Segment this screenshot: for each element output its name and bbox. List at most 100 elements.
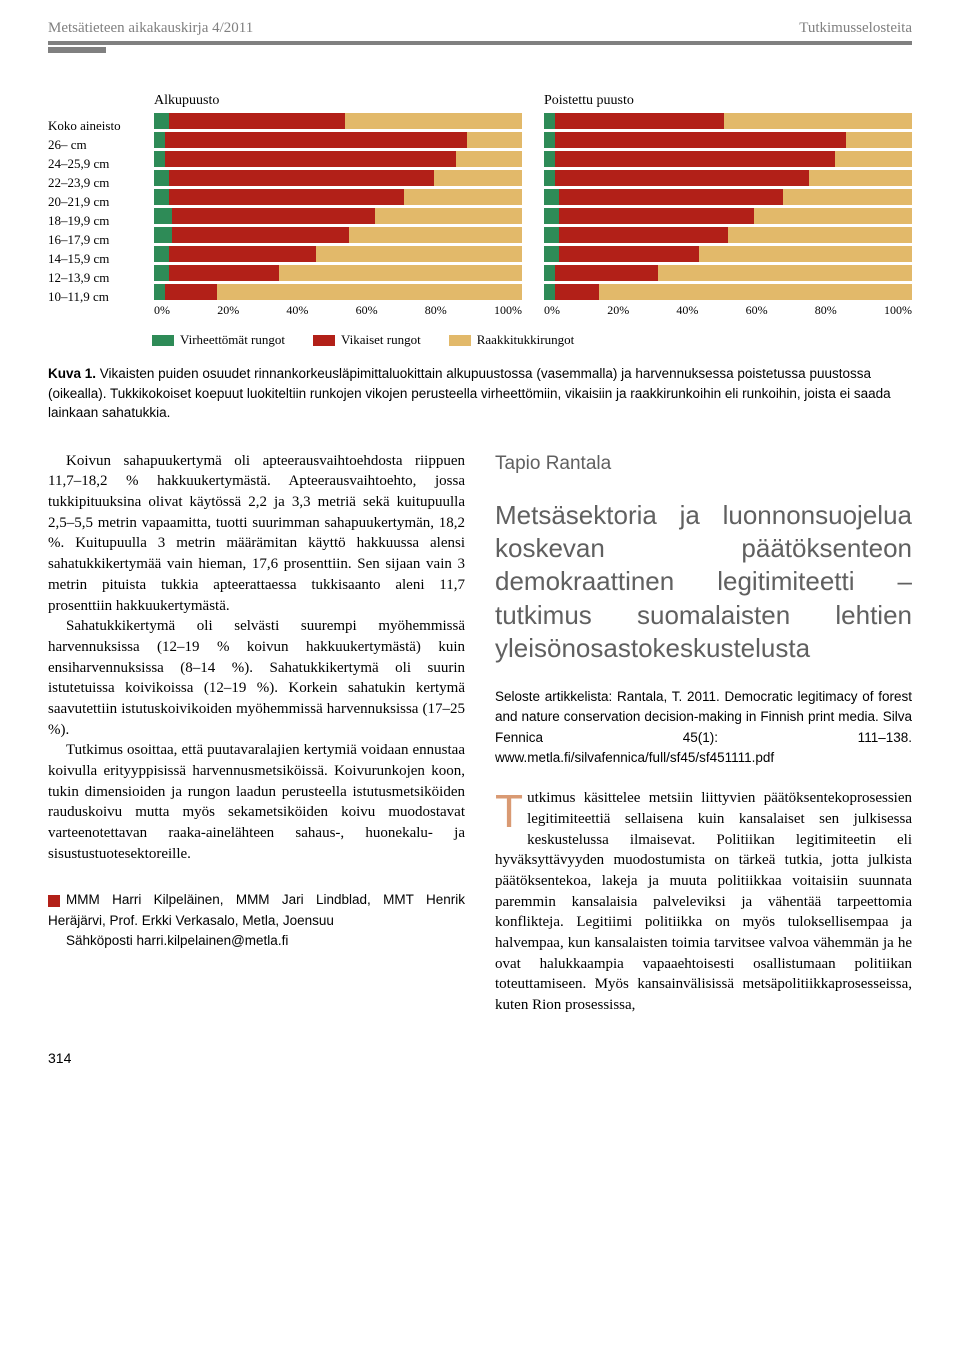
bar-segment: [165, 151, 456, 167]
page-number: 314: [48, 1050, 912, 1066]
authors-line: MMM Harri Kilpeläinen, MMM Jari Lindblad…: [48, 892, 465, 927]
bar-row: [544, 227, 912, 243]
article-title: Metsäsektoria ja luonnonsuojelua koskeva…: [495, 499, 912, 665]
chart-right: Poistettu puusto 0%20%40%60%80%100%: [544, 93, 912, 318]
bar-segment: [154, 151, 165, 167]
bar-segment: [172, 227, 349, 243]
bar-row: [154, 265, 522, 281]
bar-segment: [154, 132, 165, 148]
axis-tick: 20%: [607, 303, 629, 318]
journal-name: Metsätieteen aikakauskirja: [48, 20, 208, 36]
article-body: Tutkimus käsittelee metsiin liittyvien p…: [495, 788, 912, 1016]
bar-row: [544, 113, 912, 129]
chart-legend: Virheettömät rungot Vikaiset rungot Raakki…: [152, 332, 912, 348]
bar-segment: [544, 113, 555, 129]
bar-row: [154, 246, 522, 262]
axis-tick: 0%: [544, 303, 560, 318]
caption-label: Kuva 1.: [48, 366, 96, 381]
section-name: Tutkimusselosteita: [799, 20, 912, 37]
right-column: Tapio Rantala Metsäsektoria ja luonnonsu…: [495, 451, 912, 1016]
legend-item: Raakkitukkirungot: [449, 332, 575, 348]
authors-email: Sähköposti harri.kilpelainen@metla.fi: [66, 933, 288, 948]
bar-segment: [754, 208, 912, 224]
bar-segment: [835, 151, 912, 167]
bar-segment: [316, 246, 522, 262]
bar-segment: [349, 227, 522, 243]
bar-segment: [467, 132, 522, 148]
bar-segment: [559, 227, 728, 243]
legend-label: Vikaiset rungot: [341, 332, 421, 348]
chart-left-title: Alkupuusto: [154, 93, 522, 109]
bar-row: [154, 227, 522, 243]
row-label: 12–13,9 cm: [48, 269, 154, 288]
bar-row: [544, 132, 912, 148]
axis-tick: 60%: [746, 303, 768, 318]
bar-segment: [559, 208, 754, 224]
row-label: 20–21,9 cm: [48, 193, 154, 212]
bar-segment: [544, 246, 559, 262]
bar-segment: [724, 113, 912, 129]
row-label: 22–23,9 cm: [48, 174, 154, 193]
bar-segment: [555, 265, 658, 281]
bar-segment: [544, 132, 555, 148]
bar-row: [154, 208, 522, 224]
legend-swatch: [449, 335, 471, 346]
bar-segment: [154, 113, 169, 129]
bar-segment: [154, 265, 169, 281]
bar-segment: [544, 170, 555, 186]
bar-segment: [154, 170, 169, 186]
axis-tick: 80%: [425, 303, 447, 318]
figure-1: Koko aineisto26– cm24–25,9 cm22–23,9 cm2…: [48, 93, 912, 423]
bar-segment: [544, 265, 555, 281]
bar-segment: [544, 227, 559, 243]
chart-row-labels: Koko aineisto26– cm24–25,9 cm22–23,9 cm2…: [48, 93, 154, 307]
row-label: 18–19,9 cm: [48, 212, 154, 231]
bar-segment: [809, 170, 912, 186]
bar-segment: [658, 265, 912, 281]
body-para: Sahatukkikertymä oli selvästi suurempi m…: [48, 616, 465, 740]
bar-segment: [404, 189, 522, 205]
bar-row: [154, 189, 522, 205]
legend-label: Virheettömät rungot: [180, 332, 285, 348]
bar-segment: [555, 151, 835, 167]
bar-segment: [169, 170, 434, 186]
chart-right-axis: 0%20%40%60%80%100%: [544, 303, 912, 318]
axis-tick: 100%: [884, 303, 912, 318]
bar-segment: [165, 132, 467, 148]
bar-row: [544, 284, 912, 300]
bar-segment: [154, 208, 172, 224]
bar-segment: [165, 284, 217, 300]
bar-segment: [172, 208, 374, 224]
chart-left-axis: 0%20%40%60%80%100%: [154, 303, 522, 318]
bar-row: [154, 113, 522, 129]
bar-segment: [279, 265, 522, 281]
bar-row: [154, 151, 522, 167]
legend-item: Virheettömät rungot: [152, 332, 285, 348]
issue: 4/2011: [212, 20, 253, 36]
row-label: 24–25,9 cm: [48, 155, 154, 174]
bar-row: [154, 170, 522, 186]
article-reference: Seloste artikkelista: Rantala, T. 2011. …: [495, 687, 912, 768]
header-underbar: [48, 47, 106, 53]
bar-segment: [699, 246, 912, 262]
bar-segment: [555, 113, 724, 129]
axis-tick: 100%: [494, 303, 522, 318]
page-header: Metsätieteen aikakauskirja 4/2011 Tutkim…: [48, 20, 912, 45]
chart-right-title: Poistettu puusto: [544, 93, 912, 109]
row-label: 16–17,9 cm: [48, 231, 154, 250]
bar-row: [544, 265, 912, 281]
bar-segment: [728, 227, 912, 243]
bar-row: [544, 170, 912, 186]
bar-segment: [154, 284, 165, 300]
row-label: Koko aineisto: [48, 117, 154, 136]
article-author: Tapio Rantala: [495, 451, 912, 477]
body-para: Tutkimus osoittaa, että puutavaralajien …: [48, 740, 465, 864]
bar-segment: [559, 189, 783, 205]
bar-row: [544, 189, 912, 205]
bar-segment: [217, 284, 522, 300]
axis-tick: 60%: [356, 303, 378, 318]
bar-segment: [783, 189, 912, 205]
row-label: 26– cm: [48, 136, 154, 155]
authors-block: MMM Harri Kilpeläinen, MMM Jari Lindblad…: [48, 890, 465, 951]
axis-tick: 80%: [815, 303, 837, 318]
